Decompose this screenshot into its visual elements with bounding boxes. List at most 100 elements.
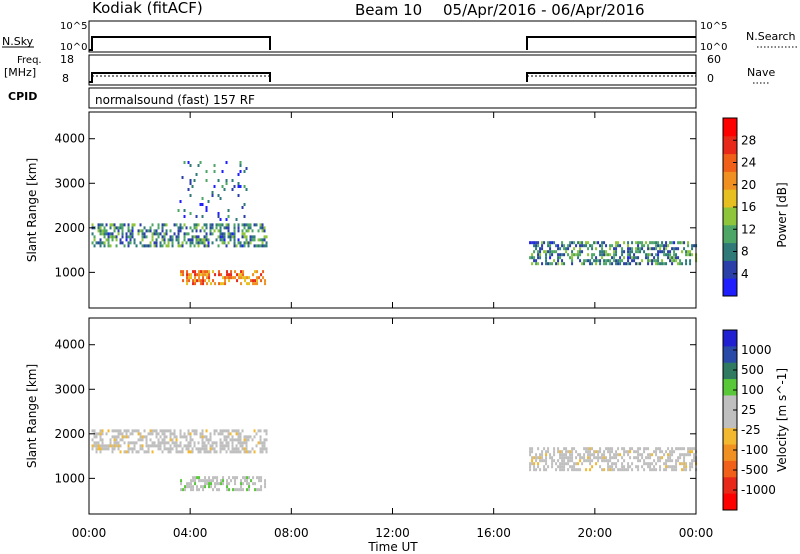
echo-cell	[223, 235, 226, 239]
echo-cell	[619, 256, 622, 260]
echo-cell	[165, 244, 168, 248]
echo-cell	[141, 235, 144, 239]
echo-cell	[565, 250, 568, 254]
echo-cell	[253, 435, 256, 439]
echo-cell	[233, 238, 236, 242]
echo-cell	[663, 250, 666, 254]
echo-cell	[615, 241, 618, 245]
echo-cell	[237, 438, 240, 442]
echo-cell	[623, 256, 626, 260]
echo-cell	[250, 479, 253, 483]
echo-cell	[679, 241, 682, 245]
echo-cell	[220, 482, 223, 486]
echo-cell	[567, 468, 570, 472]
echo-cell	[565, 450, 568, 454]
echo-cell	[149, 438, 152, 442]
echo-cell	[659, 468, 662, 472]
echo-cell	[195, 226, 198, 230]
echo-cell	[657, 256, 660, 260]
echo-cell	[659, 244, 662, 248]
echo-cell	[161, 429, 164, 433]
echo-cell	[641, 241, 644, 245]
echo-cell	[213, 170, 216, 173]
echo-cell	[171, 441, 174, 445]
echo-cell	[119, 444, 122, 448]
echo-cell	[233, 229, 236, 233]
echo-cell	[589, 262, 592, 266]
echo-cell	[263, 444, 266, 448]
echo-cell	[243, 185, 246, 188]
echo-cell	[571, 250, 574, 254]
echo-cell	[227, 215, 230, 218]
echo-cell	[165, 232, 168, 236]
y-tick-label: 1000	[54, 471, 85, 485]
echo-cell	[205, 170, 208, 173]
echo-cell	[223, 188, 226, 191]
echo-cell	[605, 244, 608, 248]
echo-cell	[237, 223, 240, 227]
echo-cell	[591, 244, 594, 248]
echo-cell	[227, 444, 230, 448]
echo-cell	[553, 447, 556, 451]
echo-cell	[691, 253, 694, 257]
echo-cell	[151, 238, 154, 242]
echo-cell	[265, 241, 268, 245]
echo-cell	[611, 447, 614, 451]
echo-cell	[188, 279, 191, 283]
echo-cell	[645, 241, 648, 245]
echo-cell	[133, 223, 136, 227]
echo-cell	[183, 432, 186, 436]
echo-cell	[157, 235, 160, 239]
echo-cell	[201, 438, 204, 442]
echo-cell	[575, 450, 578, 454]
echo-cell	[129, 229, 132, 233]
echo-cell	[531, 256, 534, 260]
echo-cell	[249, 238, 252, 242]
echo-cell	[261, 447, 264, 451]
echo-cell	[227, 226, 230, 230]
echo-cell	[195, 229, 198, 233]
echo-cell	[245, 450, 248, 454]
echo-cell	[585, 450, 588, 454]
echo-cell	[575, 253, 578, 257]
echo-cell	[631, 250, 634, 254]
echo-cell	[196, 476, 199, 480]
echo-cell	[579, 453, 582, 457]
echo-cell	[601, 250, 604, 254]
echo-cell	[675, 256, 678, 260]
echo-cell	[549, 256, 552, 260]
echo-cell	[657, 262, 660, 266]
echo-cell	[559, 247, 562, 251]
echo-cell	[657, 459, 660, 463]
echo-cell	[679, 259, 682, 263]
echo-cell	[663, 253, 666, 257]
echo-cell	[639, 453, 642, 457]
echo-cell	[205, 447, 208, 451]
echo-cell	[175, 444, 178, 448]
colorbar-swatch	[723, 171, 737, 190]
echo-cell	[667, 256, 670, 260]
echo-cell	[623, 450, 626, 454]
echo-cell	[211, 447, 214, 451]
echo-cell	[617, 453, 620, 457]
echo-cell	[91, 447, 94, 451]
echo-cell	[243, 226, 246, 230]
echo-cell	[161, 432, 164, 436]
echo-cell	[127, 223, 130, 227]
echo-cell	[239, 450, 242, 454]
echo-cell	[190, 273, 193, 277]
echo-cell	[575, 244, 578, 248]
echo-cell	[263, 235, 266, 239]
echo-cell	[627, 259, 630, 263]
echo-cell	[192, 270, 195, 274]
echo-cell	[123, 435, 126, 439]
echo-cell	[609, 450, 612, 454]
echo-cell	[103, 244, 106, 248]
echo-cell	[599, 450, 602, 454]
colorbar-swatch	[723, 189, 737, 208]
x-tick-label: 08:00	[274, 526, 309, 540]
echo-cell	[93, 235, 96, 239]
echo-cell	[623, 465, 626, 469]
echo-cell	[246, 476, 249, 480]
echo-cell	[631, 247, 634, 251]
